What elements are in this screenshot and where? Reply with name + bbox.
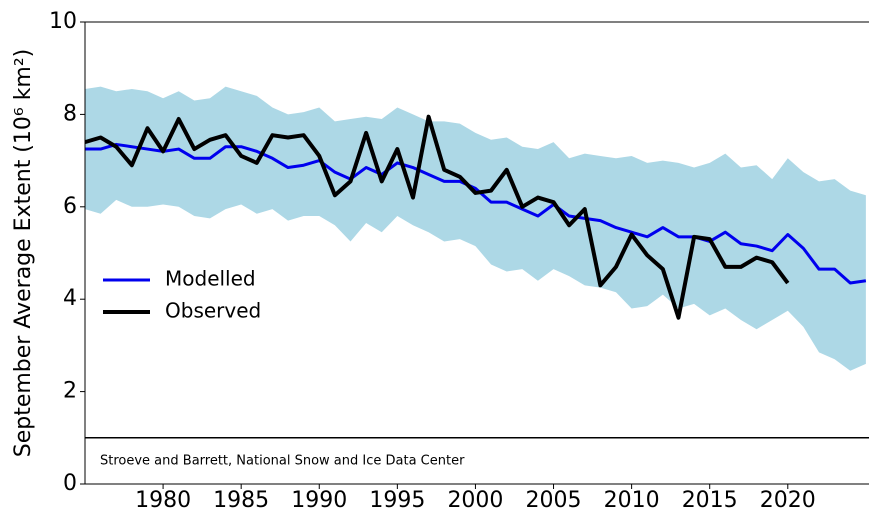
y-axis-label: September Average Extent (10⁶ km²) (11, 49, 36, 458)
y-tick-label: 4 (63, 286, 77, 311)
x-tick-label: 2020 (760, 488, 816, 513)
x-tick-label: 2010 (604, 488, 660, 513)
legend-label: Observed (165, 299, 261, 323)
y-tick-label: 10 (49, 9, 77, 34)
uncertainty-band (85, 86, 866, 371)
series-line (84, 114, 790, 320)
y-tick-label: 0 (63, 471, 77, 496)
annotation: Stroeve and Barrett, National Snow and I… (100, 454, 465, 469)
y-tick-label: 2 (63, 379, 77, 404)
x-tick-label: 1985 (213, 488, 269, 513)
series-line (85, 142, 867, 285)
x-tick-label: 2000 (447, 488, 503, 513)
x-tick-label: 1990 (291, 488, 347, 513)
x-tick-label: 1995 (369, 488, 425, 513)
x-tick-label: 2015 (682, 488, 738, 513)
x-tick-label: 1980 (135, 488, 191, 513)
legend-label: Modelled (165, 267, 256, 291)
x-tick-label: 2005 (526, 488, 582, 513)
y-tick-label: 8 (63, 101, 77, 126)
y-tick-label: 6 (63, 194, 77, 219)
